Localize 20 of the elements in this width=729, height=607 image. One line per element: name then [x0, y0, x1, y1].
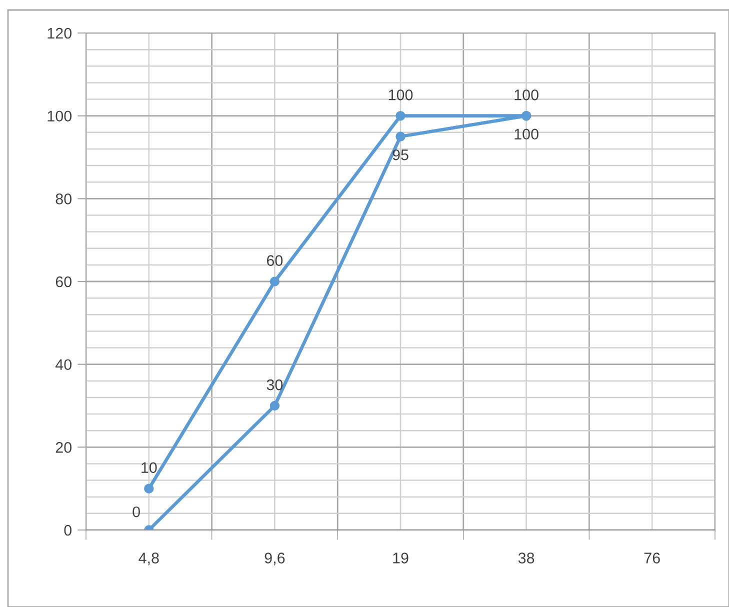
- x-tick-label: 19: [393, 552, 408, 564]
- y-tick-label: 80: [56, 194, 72, 204]
- data-label: 10: [142, 462, 157, 474]
- x-tick-label: 4,8: [138, 552, 159, 566]
- x-tick-label: 76: [644, 552, 660, 564]
- y-tick-label: 60: [56, 276, 72, 288]
- data-label: 30: [266, 379, 283, 390]
- data-label: 100: [388, 89, 413, 100]
- data-label: 100: [514, 89, 538, 100]
- y-tick-label: 0: [64, 524, 72, 536]
- x-tick-label: 38: [518, 552, 534, 564]
- data-label: 60: [266, 255, 283, 266]
- y-tick-label: 40: [55, 359, 72, 370]
- data-label: 0: [132, 506, 140, 518]
- x-tick-label: 9,6: [264, 552, 285, 566]
- y-tick-label: 120: [48, 28, 72, 39]
- y-tick-label: 100: [48, 110, 72, 122]
- data-label: 100: [514, 128, 538, 140]
- y-tick-label: 20: [56, 442, 72, 453]
- data-label: 95: [392, 149, 408, 160]
